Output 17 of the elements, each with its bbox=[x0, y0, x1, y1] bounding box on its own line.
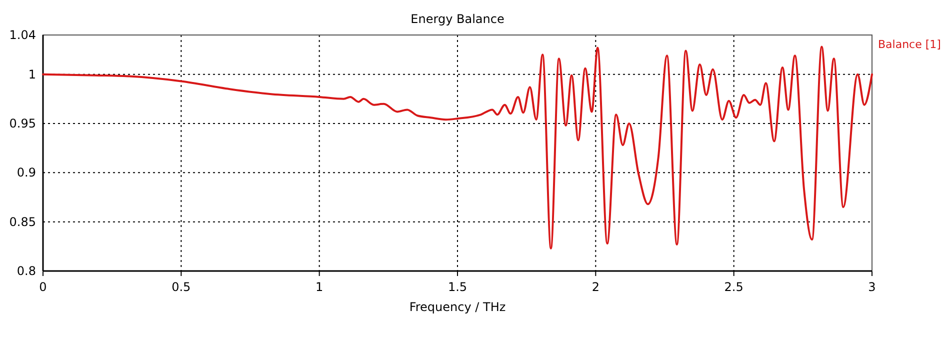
y-tick-label: 0.8 bbox=[16, 264, 36, 278]
x-tick-label: 0 bbox=[39, 280, 47, 294]
y-tick-label: 1.04 bbox=[9, 28, 36, 42]
y-tick-label: 0.85 bbox=[9, 214, 36, 229]
x-axis-title: Frequency / THz bbox=[409, 300, 506, 314]
x-tick-label: 1.5 bbox=[448, 280, 468, 294]
y-tick-label: 0.9 bbox=[16, 166, 36, 180]
y-tick-label: 0.95 bbox=[9, 116, 36, 130]
y-tick-label: 1 bbox=[28, 67, 36, 82]
x-tick-label: 2.5 bbox=[724, 280, 744, 294]
chart-title: Energy Balance bbox=[410, 12, 504, 26]
x-tick-label: 2 bbox=[592, 280, 600, 294]
line-series bbox=[42, 46, 873, 250]
x-tick-label: 0.5 bbox=[172, 280, 191, 294]
x-tick-label: 3 bbox=[868, 280, 876, 294]
text: Balance [1] bbox=[878, 38, 941, 51]
x-tick-label: 1 bbox=[316, 280, 324, 294]
